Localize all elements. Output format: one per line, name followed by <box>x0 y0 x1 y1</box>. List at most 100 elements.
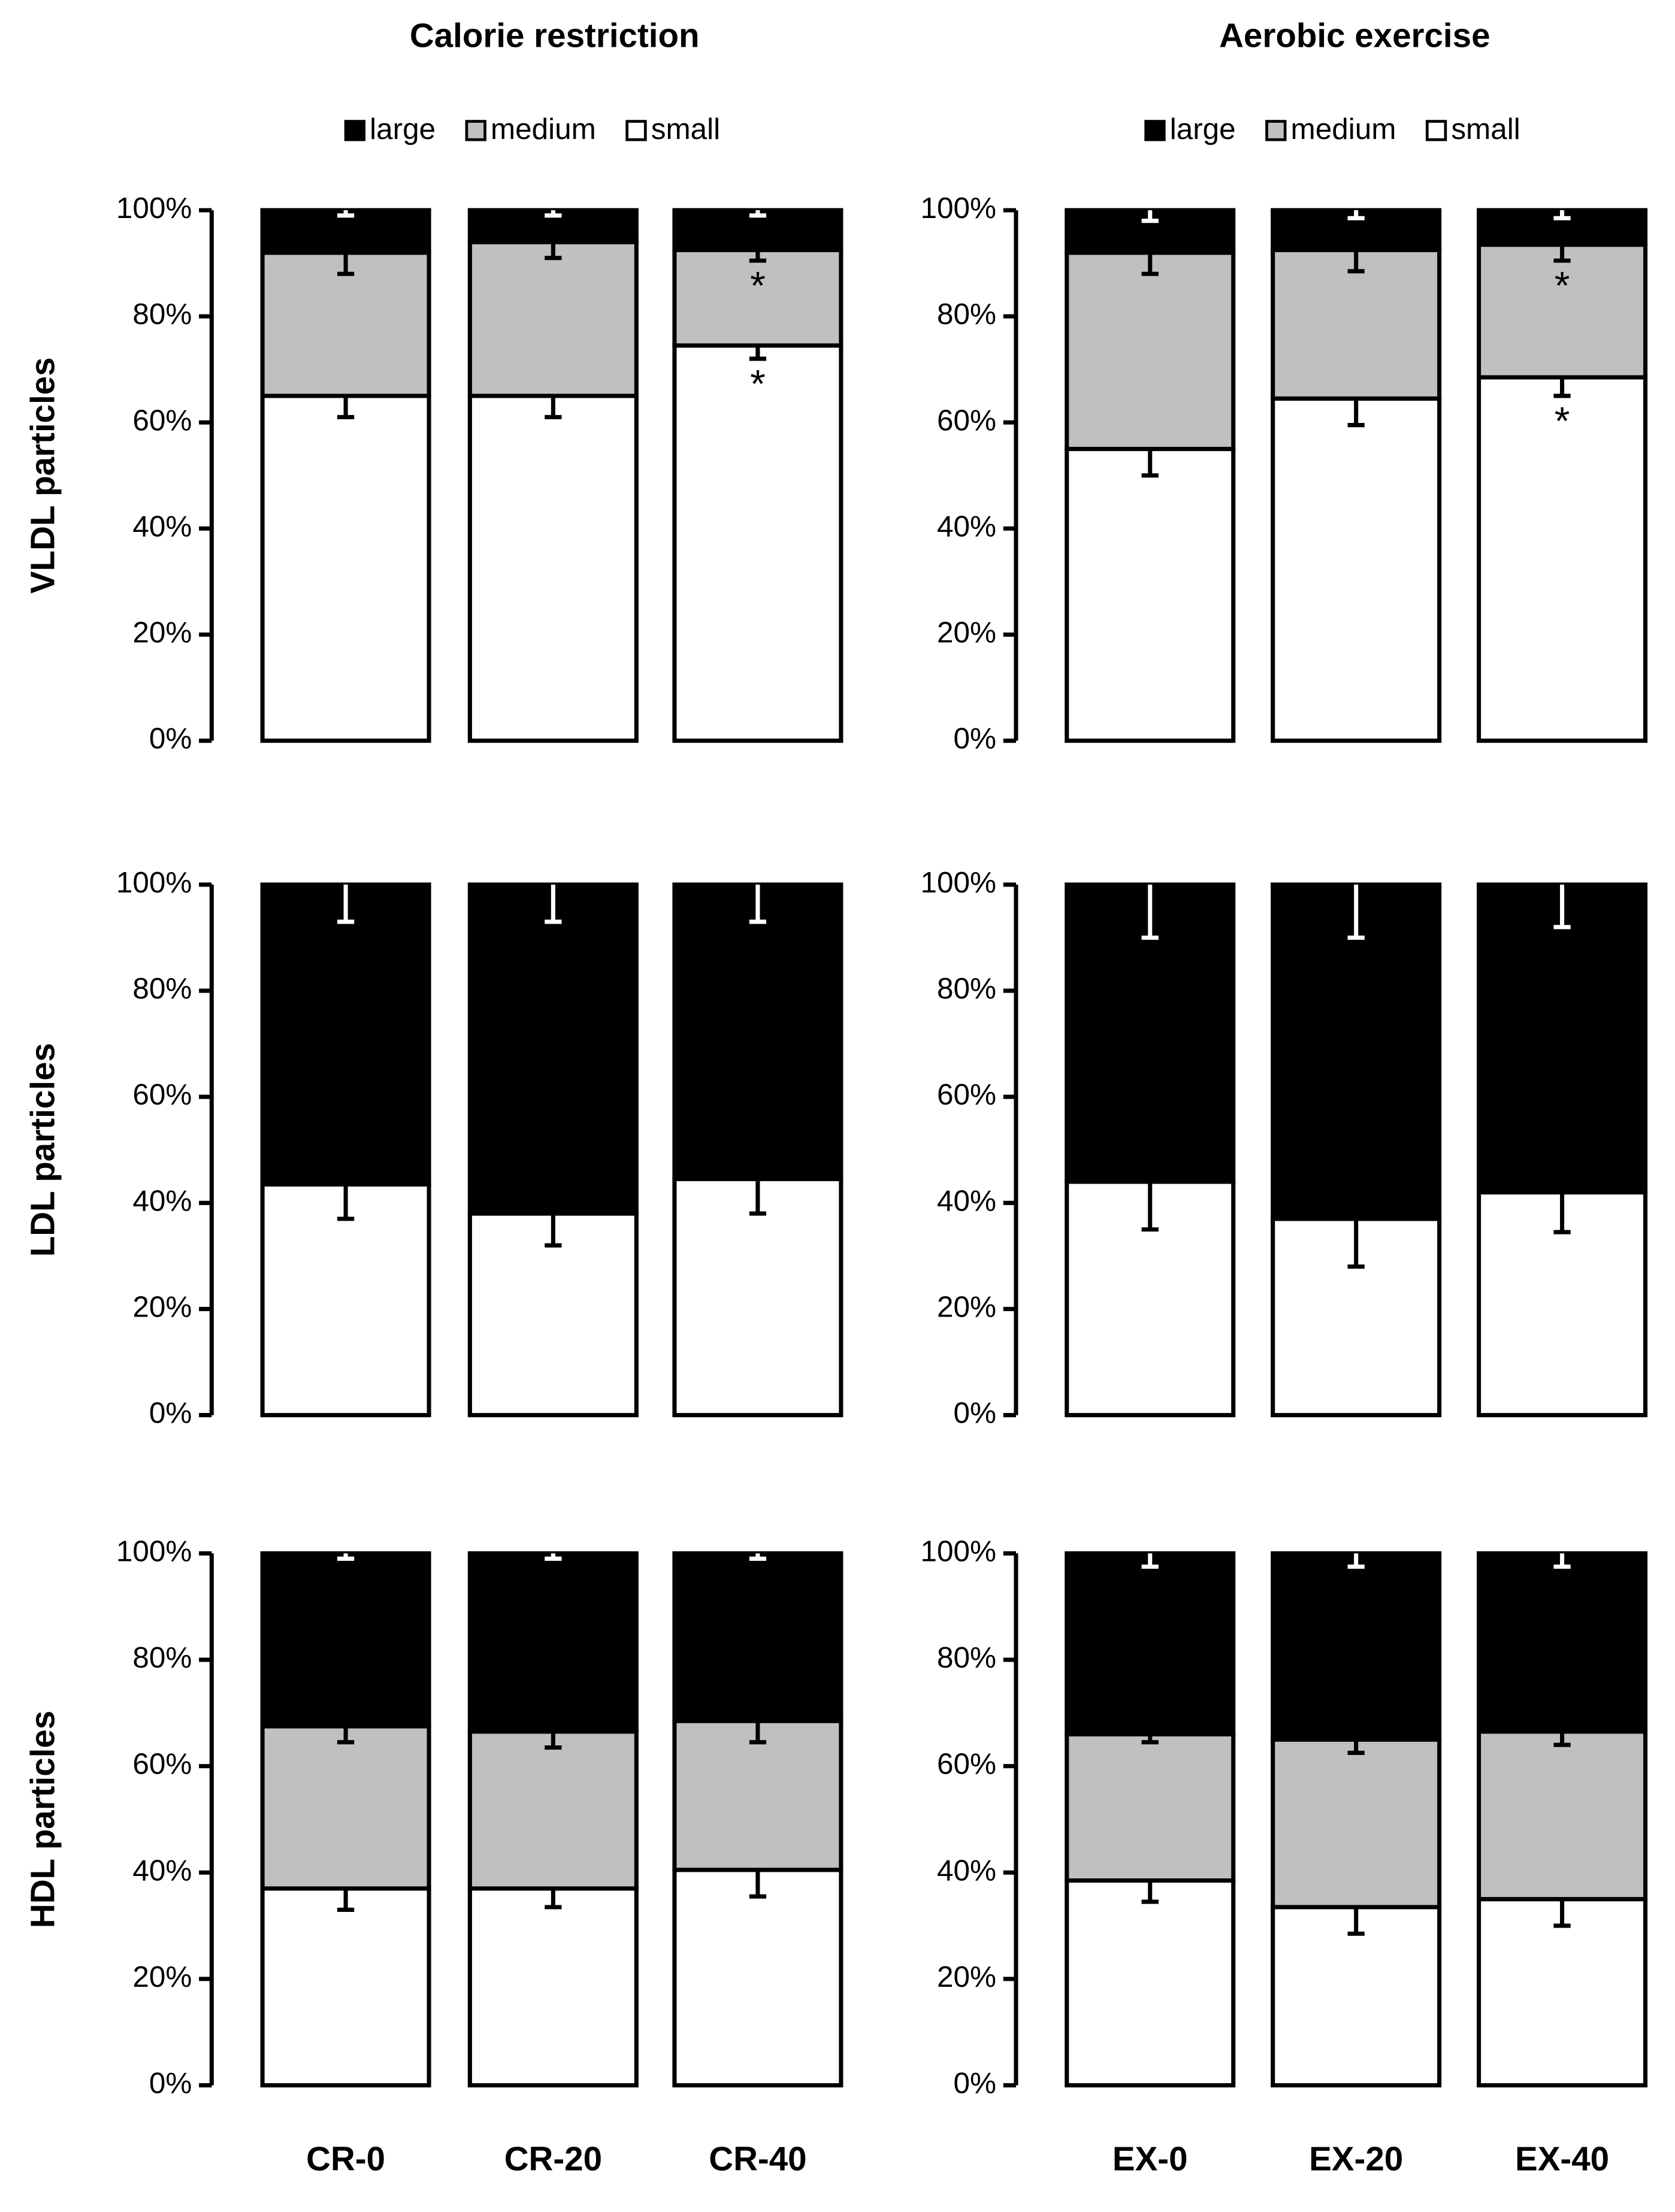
error-bar <box>545 210 562 218</box>
y-tick-label: 60% <box>132 1748 192 1781</box>
y-tick-label: 40% <box>937 1184 996 1217</box>
bar-segment <box>260 250 431 398</box>
significance-marker: * <box>750 264 766 308</box>
error-bar <box>545 1553 562 1561</box>
bar-segment <box>1065 250 1236 452</box>
bar-segment <box>1477 882 1648 1195</box>
bar-segment <box>467 1729 639 1891</box>
y-tick-label: 40% <box>132 1184 192 1217</box>
y-tick-label: 100% <box>921 866 996 899</box>
y-tick-label: 80% <box>132 298 192 331</box>
bar-segment <box>1271 1551 1442 1742</box>
error-bar <box>1347 1553 1365 1569</box>
y-tick-label: 100% <box>116 192 192 225</box>
bar-segment <box>672 1868 843 2087</box>
y-tick-label: 0% <box>149 1397 192 1430</box>
error-bar <box>337 395 355 419</box>
y-tick-label: 100% <box>921 1535 996 1568</box>
bar-segment <box>1477 1551 1648 1734</box>
y-axis-label: HDL particles <box>23 1711 61 1928</box>
bar-segment <box>1271 247 1442 401</box>
x-tick-label: EX-20 <box>1309 2140 1403 2178</box>
bar-segment <box>260 1886 431 2087</box>
y-tick-label: 60% <box>937 404 996 437</box>
bar-segment <box>1271 396 1442 743</box>
legend-swatch <box>1425 120 1447 141</box>
bar-segment <box>467 394 639 743</box>
bar-segment <box>672 882 843 1182</box>
legend-label: small <box>1451 113 1520 146</box>
error-bar <box>545 395 562 419</box>
error-bar <box>1553 1553 1571 1569</box>
legend-swatch <box>344 120 366 141</box>
error-bar <box>1141 449 1159 478</box>
legend-swatch <box>1265 120 1287 141</box>
error-bar <box>545 884 562 924</box>
error-bar <box>1141 884 1159 940</box>
error-bar <box>1553 377 1571 398</box>
bar-segment <box>1065 1878 1236 2087</box>
error-bar <box>749 1869 767 1899</box>
error-bar <box>1553 884 1571 930</box>
error-bar <box>749 1721 767 1745</box>
y-axis-label: LDL particles <box>23 1043 61 1257</box>
y-tick-label: 60% <box>937 1748 996 1781</box>
y-tick-label: 20% <box>937 1291 996 1324</box>
error-bar <box>1553 210 1571 220</box>
error-bar <box>1347 210 1365 220</box>
error-bar <box>1553 1192 1571 1234</box>
y-tick-label: 20% <box>937 616 996 649</box>
error-bar <box>749 1179 767 1216</box>
error-bar <box>1141 210 1159 223</box>
y-tick-label: 40% <box>132 1854 192 1887</box>
bar-segment <box>1065 1551 1236 1736</box>
y-tick-label: 40% <box>937 1854 996 1887</box>
bar-segment <box>672 247 843 348</box>
bar-segment <box>260 1182 431 1418</box>
y-tick-label: 0% <box>954 722 996 755</box>
significance-marker: * <box>1555 264 1570 308</box>
y-tick-label: 60% <box>132 1078 192 1111</box>
bar-segment <box>260 1724 431 1891</box>
legend-label: medium <box>1291 113 1396 146</box>
error-bar <box>337 252 355 276</box>
error-bar <box>337 1888 355 1912</box>
bar-segment <box>1477 375 1648 743</box>
error-bar <box>1347 1907 1365 1936</box>
column-title: Calorie restriction <box>410 17 700 55</box>
bar-segment <box>260 882 431 1187</box>
y-tick-label: 40% <box>132 510 192 543</box>
error-bar <box>337 884 355 924</box>
bar-segment <box>1477 1897 1648 2087</box>
y-tick-label: 80% <box>132 972 192 1005</box>
y-tick-label: 80% <box>937 1641 996 1674</box>
y-tick-label: 60% <box>132 404 192 437</box>
error-bar <box>545 1888 562 1910</box>
error-bar <box>545 1731 562 1750</box>
legend-label: small <box>651 113 720 146</box>
error-bar <box>749 884 767 924</box>
error-bar <box>749 1553 767 1561</box>
y-tick-label: 100% <box>116 866 192 899</box>
error-bar <box>1347 398 1365 428</box>
y-tick-label: 20% <box>132 1291 192 1324</box>
column-title: Aerobic exercise <box>1219 17 1490 55</box>
error-bar <box>749 210 767 218</box>
bar-segment <box>467 882 639 1216</box>
error-bar <box>1553 1731 1571 1747</box>
error-bar <box>1141 1734 1159 1745</box>
error-bar <box>1347 250 1365 274</box>
bar-segment <box>1065 1732 1236 1883</box>
y-tick-label: 20% <box>937 1960 996 1993</box>
error-bar <box>337 210 355 218</box>
x-tick-label: CR-0 <box>306 2140 385 2178</box>
y-tick-label: 0% <box>954 1397 996 1430</box>
y-tick-label: 0% <box>954 2067 996 2100</box>
bar-segment <box>260 1551 431 1729</box>
legend-label: medium <box>491 113 596 146</box>
bar-segment <box>672 1176 843 1418</box>
y-tick-label: 20% <box>132 616 192 649</box>
significance-marker: * <box>750 362 766 406</box>
error-bar <box>1141 1553 1159 1569</box>
